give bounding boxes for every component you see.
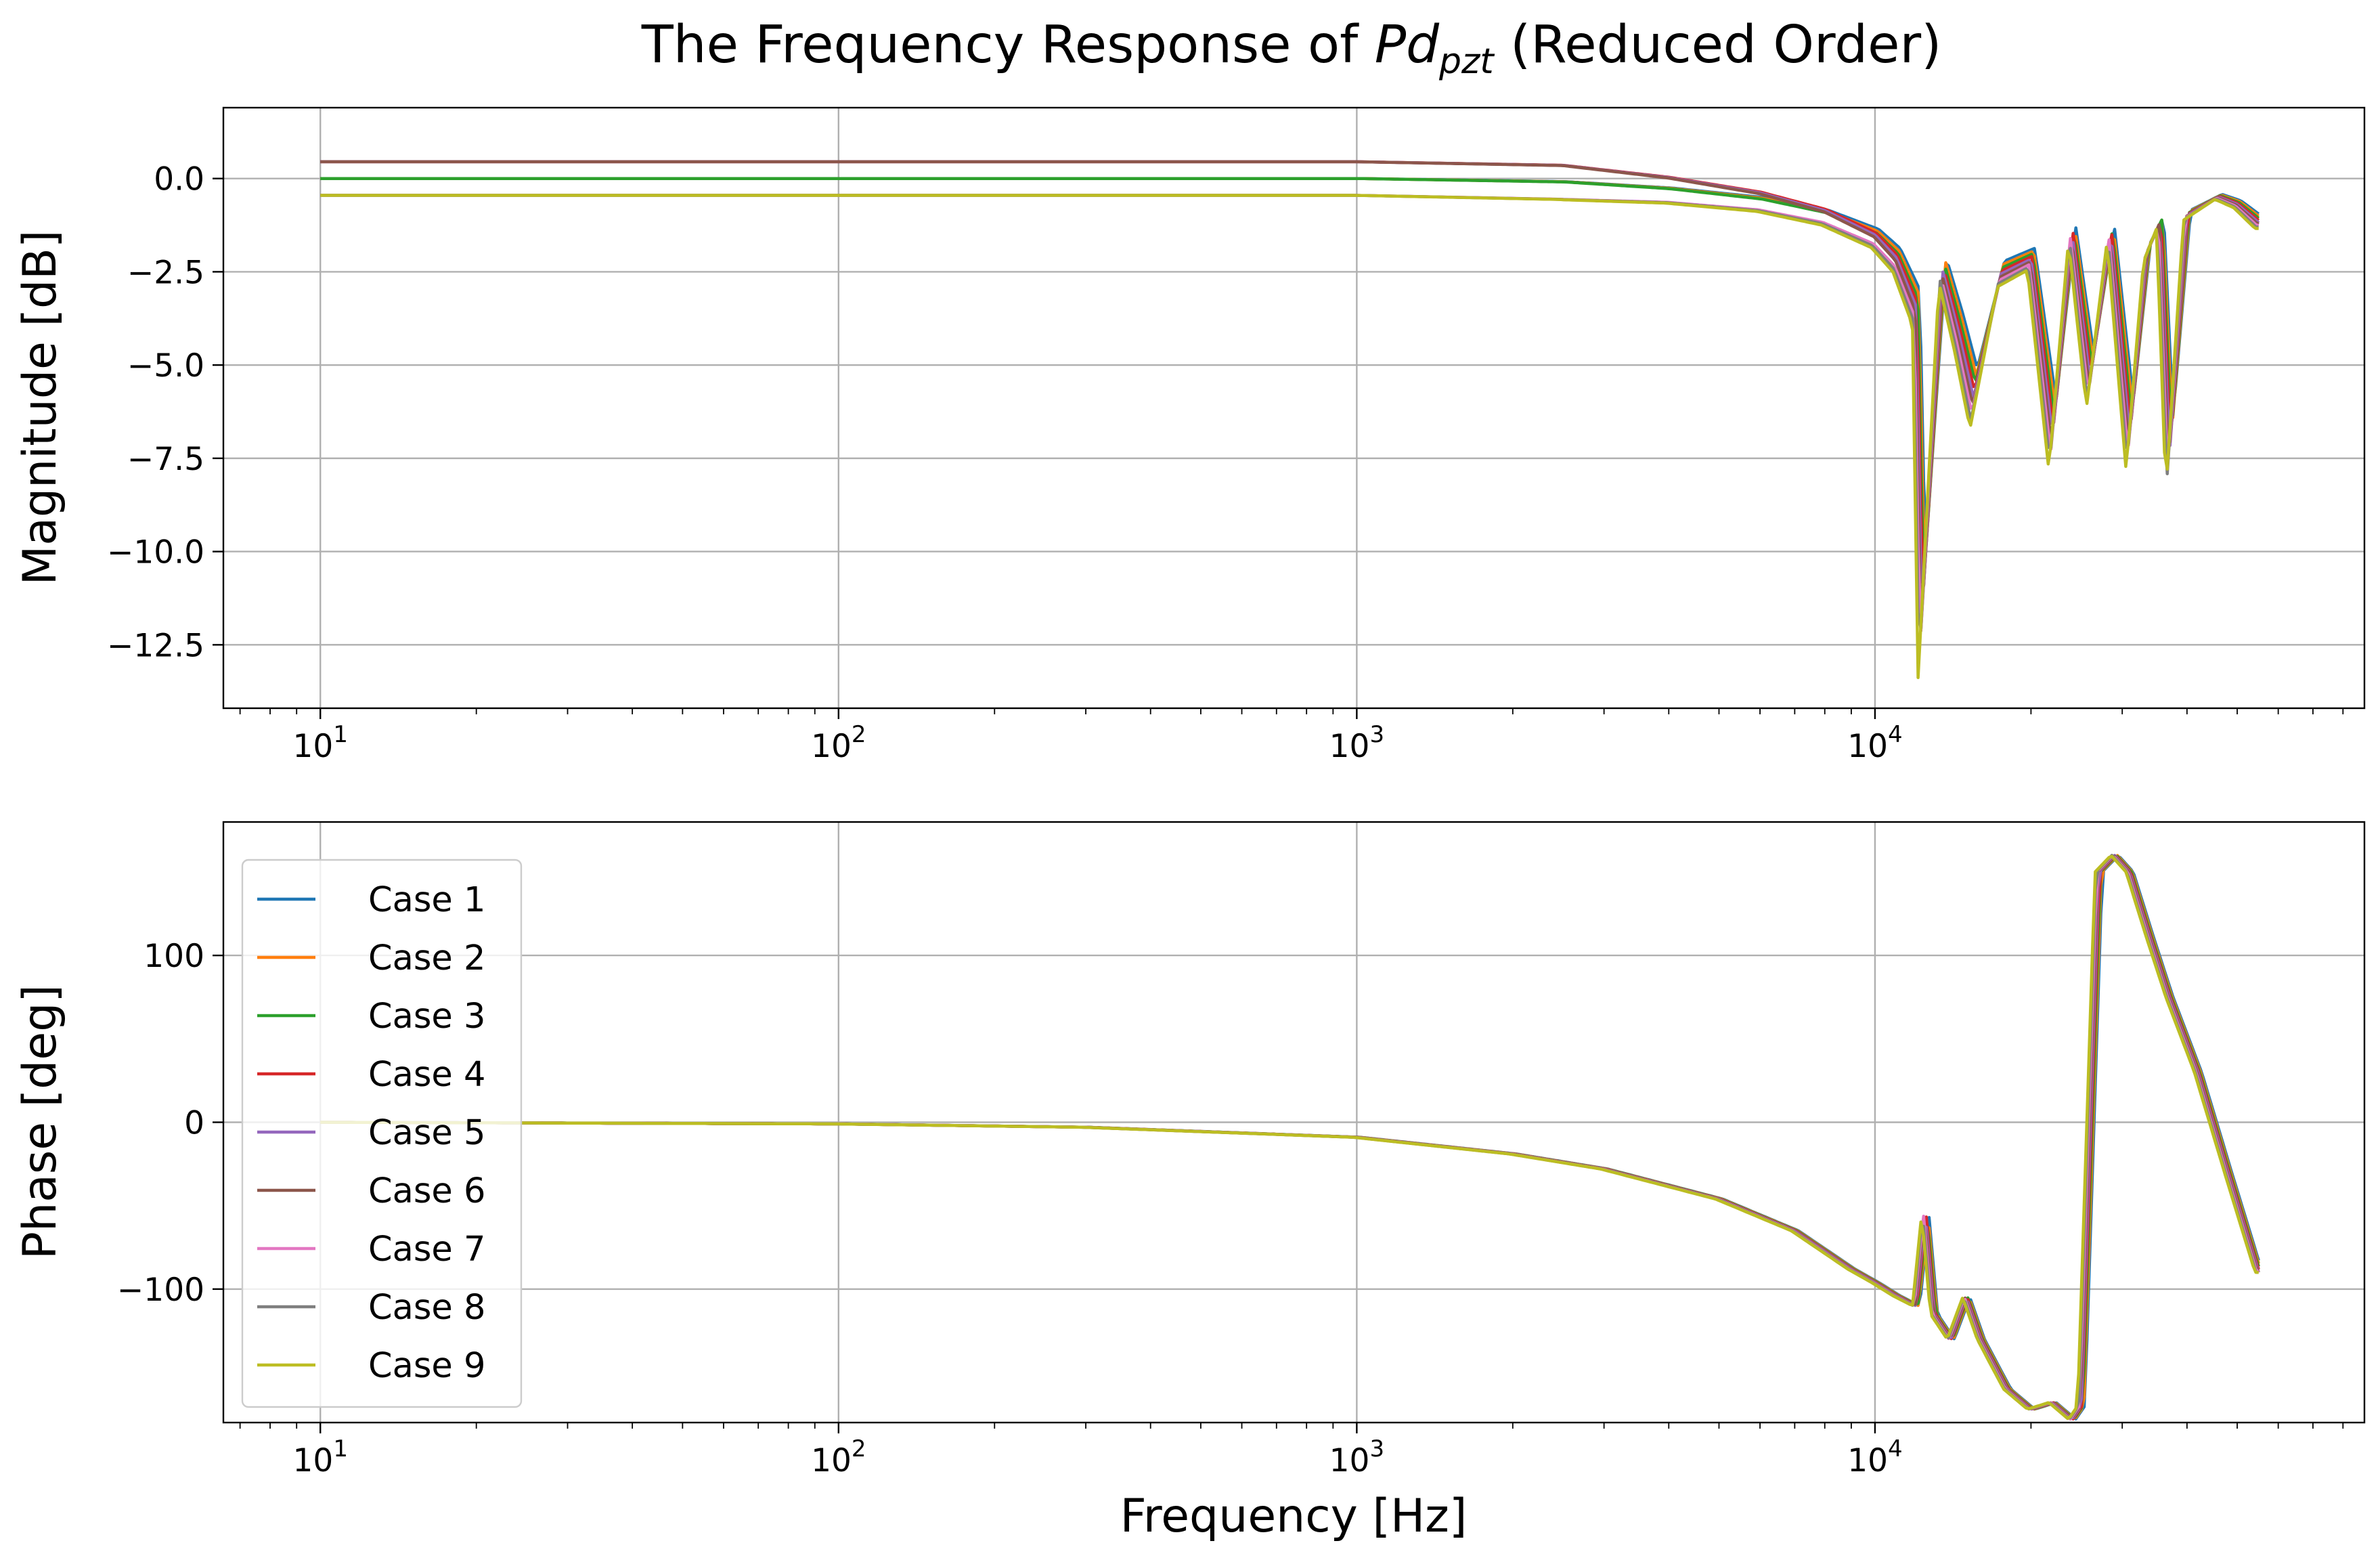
magnitude-y-tick-label: −5.0 (127, 347, 204, 385)
magnitude-y-tick-label: −7.5 (127, 441, 204, 478)
magnitude-y-tick-label: −10.0 (107, 534, 204, 571)
magnitude-x-tick-label: 101 (293, 721, 348, 765)
magnitude-y-axis-label: Magnitude [dB] (14, 230, 67, 586)
magnitude-y-tick-label: 0.0 (154, 161, 204, 198)
phase-y-tick-label: 0 (184, 1105, 204, 1142)
phase-line-9 (320, 854, 2259, 1421)
legend-label-6: Case 6 (368, 1171, 485, 1211)
legend-label-4: Case 4 (368, 1055, 485, 1095)
phase-ticks: 101 102 103 104 100 0 −100 (117, 938, 2344, 1479)
phase-x-tick-label: 101 (293, 1435, 348, 1479)
x-axis-label: Frequency [Hz] (1120, 1490, 1468, 1543)
legend: Case 1 Case 2 Case 3 Case 4 Case 5 Case 6 Case… (241, 859, 523, 1408)
magnitude-x-tick-label: 102 (811, 721, 866, 765)
legend-label-8: Case 8 (368, 1288, 485, 1328)
phase-y-tick-label: −100 (117, 1272, 204, 1309)
legend-label-5: Case 5 (368, 1113, 485, 1153)
magnitude-x-tick-label: 104 (1847, 721, 1902, 765)
legend-label-9: Case 9 (368, 1346, 485, 1386)
figure-title: The Frequency Response of Pdpzt (Reduced… (641, 15, 1941, 82)
magnitude-y-tick-label: −2.5 (127, 254, 204, 291)
legend-box (241, 859, 523, 1408)
legend-label-7: Case 7 (368, 1230, 485, 1270)
magnitude-lines (320, 160, 2260, 680)
legend-label-3: Case 3 (368, 997, 485, 1037)
phase-y-tick-label: 100 (144, 938, 204, 975)
magnitude-ticks: 101 102 103 104 0.0 −2.5 −5.0 −7.5 −10.0 −12.5 (107, 161, 2344, 765)
phase-x-tick-label: 102 (811, 1435, 866, 1479)
phase-y-axis-label: Phase [deg] (14, 984, 67, 1259)
magnitude-panel: 101 102 103 104 0.0 −2.5 −5.0 −7.5 −10.0 −12.5 Ma… (14, 106, 2366, 765)
magnitude-axes-frame (222, 106, 2366, 710)
legend-label-2: Case 2 (368, 938, 485, 978)
magnitude-line-9 (320, 194, 2259, 680)
phase-lines (320, 854, 2260, 1421)
phase-x-tick-label: 103 (1329, 1435, 1384, 1479)
magnitude-y-tick-label: −12.5 (107, 627, 204, 664)
magnitude-x-tick-label: 103 (1329, 721, 1384, 765)
phase-x-tick-label: 104 (1847, 1435, 1902, 1479)
legend-label-1: Case 1 (368, 880, 485, 920)
